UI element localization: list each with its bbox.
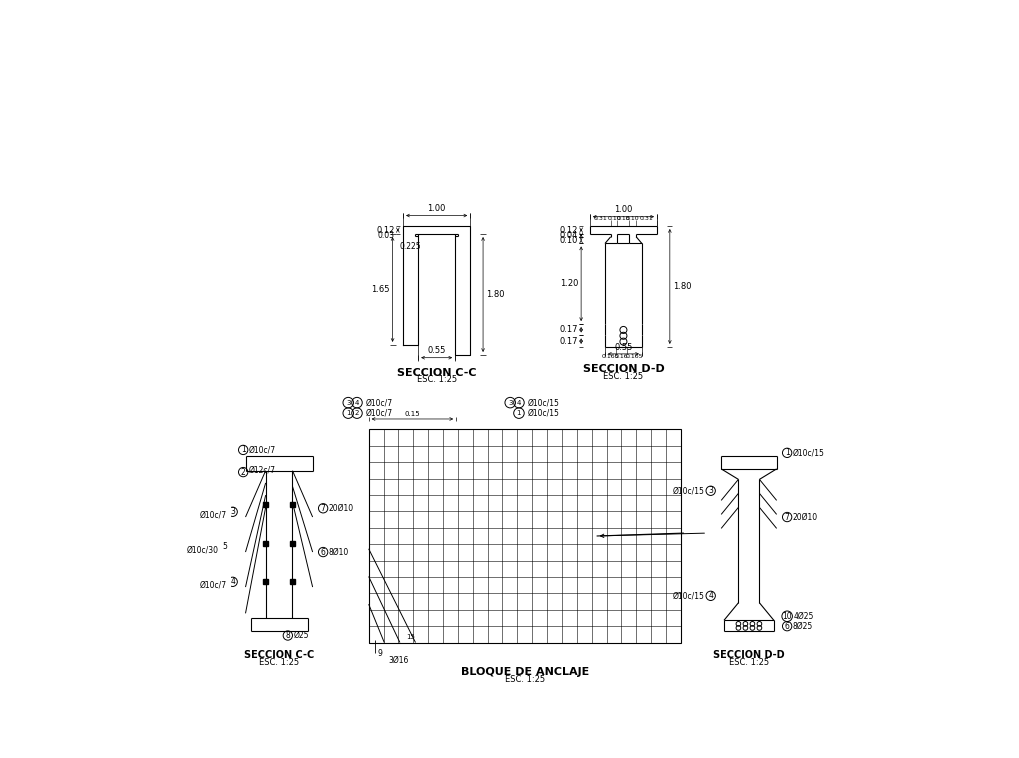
Text: 4: 4: [707, 591, 712, 600]
Text: Ø10c/7: Ø10c/7: [200, 511, 226, 520]
Text: 0.17: 0.17: [559, 337, 578, 346]
Text: Ø10c/15: Ø10c/15: [527, 398, 559, 407]
Text: 0.10: 0.10: [626, 216, 639, 221]
Text: 3: 3: [507, 399, 512, 406]
Text: 3: 3: [345, 399, 351, 406]
Text: Ø12c/7: Ø12c/7: [249, 466, 275, 475]
Text: 1.65: 1.65: [371, 285, 389, 294]
Text: Ø10c/15: Ø10c/15: [673, 591, 704, 600]
Text: 7: 7: [784, 512, 789, 522]
Text: 0.16: 0.16: [614, 355, 628, 359]
Text: Ø10c/7: Ø10c/7: [366, 409, 392, 418]
Bar: [368, 430, 681, 643]
Text: 1: 1: [240, 446, 246, 454]
Text: 4: 4: [517, 399, 521, 406]
Text: 15: 15: [406, 634, 415, 640]
Text: 4: 4: [230, 578, 234, 587]
Text: ESC. 1:25: ESC. 1:25: [729, 658, 768, 667]
Text: ESC. 1:25: ESC. 1:25: [416, 375, 457, 384]
Text: 20Ø10: 20Ø10: [329, 504, 354, 512]
Text: 1.00: 1.00: [427, 204, 445, 213]
Text: Ø25: Ø25: [293, 631, 309, 640]
Text: 0.12: 0.12: [559, 226, 578, 234]
Text: 3: 3: [230, 507, 234, 516]
Text: Ø10c/30: Ø10c/30: [186, 546, 218, 555]
Text: 1: 1: [345, 410, 351, 416]
Text: 0.03: 0.03: [378, 230, 394, 240]
Text: 0.55: 0.55: [613, 343, 632, 352]
Text: 4: 4: [355, 399, 359, 406]
Text: 3Ø16: 3Ø16: [388, 656, 409, 665]
Text: 2: 2: [240, 468, 246, 477]
Text: Ø10c/15: Ø10c/15: [527, 409, 559, 418]
Text: BLOQUE DE ANCLAJE: BLOQUE DE ANCLAJE: [461, 667, 588, 677]
Text: 1.80: 1.80: [673, 282, 691, 291]
Text: 0.04: 0.04: [559, 231, 578, 240]
Text: 0.225: 0.225: [399, 243, 421, 251]
Text: ESC. 1:25: ESC. 1:25: [504, 675, 544, 684]
Text: 2: 2: [355, 410, 359, 416]
Text: 3: 3: [707, 487, 712, 495]
Text: SECCION D-D: SECCION D-D: [712, 650, 784, 660]
Bar: [263, 541, 268, 546]
Bar: [263, 503, 268, 507]
Text: 0.18: 0.18: [616, 216, 630, 221]
Text: Ø10c/7: Ø10c/7: [249, 446, 275, 454]
Text: 1.20: 1.20: [559, 279, 578, 288]
Text: 10: 10: [782, 612, 791, 621]
Text: 4Ø25: 4Ø25: [793, 612, 813, 621]
Text: 8: 8: [285, 631, 290, 640]
Text: 1: 1: [517, 410, 521, 416]
Bar: [289, 541, 294, 546]
Text: 8Ø25: 8Ø25: [792, 622, 812, 631]
Bar: [289, 503, 294, 507]
Text: SECCION D-D: SECCION D-D: [582, 364, 663, 374]
Text: 7: 7: [320, 504, 325, 512]
Text: 6: 6: [784, 622, 789, 631]
Text: 20Ø10: 20Ø10: [792, 512, 817, 522]
Text: 1: 1: [784, 448, 789, 457]
Text: 9: 9: [377, 649, 382, 657]
Text: 0.55: 0.55: [427, 346, 445, 356]
Bar: [289, 579, 294, 584]
Text: 0.17: 0.17: [559, 325, 578, 334]
Text: 0.15: 0.15: [405, 411, 420, 417]
Text: 0.165: 0.165: [625, 355, 642, 359]
Text: 1.00: 1.00: [613, 205, 632, 215]
Text: 5: 5: [222, 542, 226, 551]
Bar: [263, 579, 268, 584]
Text: Ø10c/15: Ø10c/15: [673, 487, 704, 495]
Text: ESC. 1:25: ESC. 1:25: [603, 371, 643, 381]
Text: Ø10c/7: Ø10c/7: [366, 398, 392, 407]
Text: 0.165: 0.165: [601, 355, 619, 359]
Text: 0.31: 0.31: [639, 216, 653, 221]
Text: ESC. 1:25: ESC. 1:25: [259, 658, 299, 667]
Text: Ø10c/7: Ø10c/7: [200, 581, 226, 590]
Text: 0.10: 0.10: [606, 216, 621, 221]
Text: Ø10c/15: Ø10c/15: [792, 448, 824, 457]
Text: SECCION C-C: SECCION C-C: [396, 368, 476, 378]
Text: 8Ø10: 8Ø10: [329, 547, 348, 556]
Text: 1.80: 1.80: [485, 290, 504, 299]
Text: 6: 6: [320, 547, 325, 556]
Text: 0.12: 0.12: [376, 226, 394, 234]
Text: SECCION C-C: SECCION C-C: [244, 650, 314, 660]
Text: 0.31: 0.31: [593, 216, 606, 221]
Text: 0.10: 0.10: [559, 236, 578, 245]
